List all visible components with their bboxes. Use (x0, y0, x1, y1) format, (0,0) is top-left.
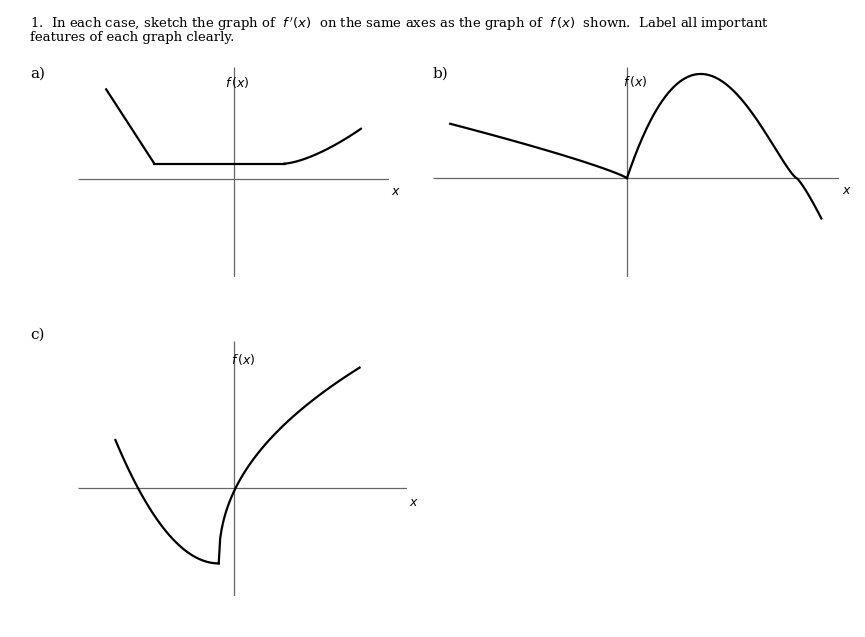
Text: a): a) (30, 67, 45, 81)
Text: $x$: $x$ (408, 496, 419, 509)
Text: b): b) (432, 67, 448, 81)
Text: $f\,(x)$: $f\,(x)$ (225, 75, 250, 90)
Text: c): c) (30, 328, 45, 342)
Text: features of each graph clearly.: features of each graph clearly. (30, 31, 234, 43)
Text: $f\,(x)$: $f\,(x)$ (624, 75, 648, 89)
Text: $x$: $x$ (391, 185, 401, 198)
Text: $x$: $x$ (842, 185, 851, 197)
Text: 1.  In each case, sketch the graph of  $f\,'(x)$  on the same axes as the graph : 1. In each case, sketch the graph of $f\… (30, 16, 769, 33)
Text: $f\,(x)$: $f\,(x)$ (231, 352, 256, 366)
